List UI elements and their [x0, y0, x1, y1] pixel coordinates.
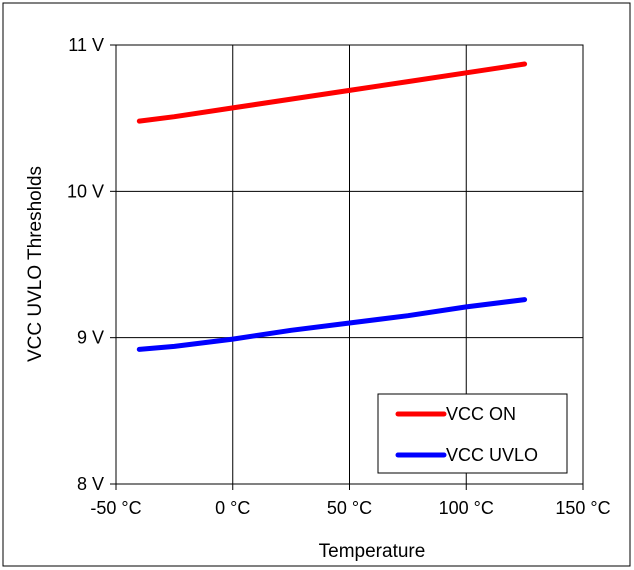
y-tick-label: 8 V	[77, 474, 104, 494]
y-tick-label: 11 V	[68, 35, 104, 55]
series-line-vcc-on	[136, 61, 528, 124]
grid	[116, 45, 583, 484]
legend-label-vcc-on: VCC ON	[446, 404, 516, 424]
x-tick-label: 50 °C	[327, 498, 372, 518]
x-tick-label: 150 °C	[555, 498, 610, 518]
series-line-vcc-uvlo	[136, 297, 528, 352]
x-tick-label: 100 °C	[439, 498, 494, 518]
y-tick-label: 9 V	[77, 328, 104, 348]
x-tick-labels: -50 °C 0 °C 50 °C 100 °C 150 °C	[90, 498, 610, 518]
y-axis-title: VCC UVLO Thresholds	[25, 166, 46, 362]
x-axis-title: Temperature	[319, 541, 426, 562]
y-tick-label: 10 V	[67, 181, 104, 201]
x-tick-label: 0 °C	[215, 498, 250, 518]
legend: VCC ON VCC UVLO	[377, 393, 568, 474]
tick-marks	[110, 44, 584, 490]
x-tick-label: -50 °C	[90, 498, 141, 518]
legend-label-vcc-uvlo: VCC UVLO	[446, 445, 538, 465]
series-lines	[136, 61, 528, 352]
legend-box	[377, 393, 568, 474]
y-tick-labels: 8 V 9 V 10 V 11 V	[67, 35, 104, 494]
